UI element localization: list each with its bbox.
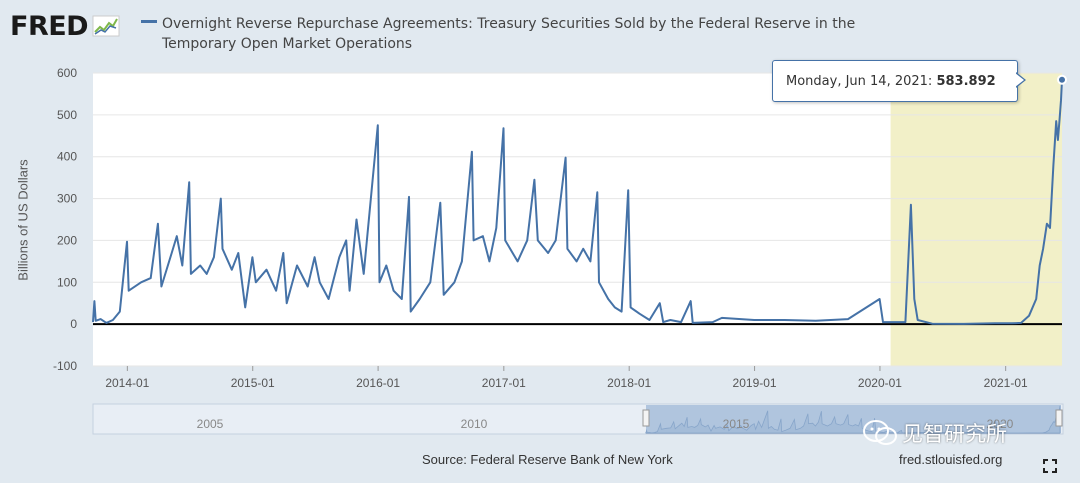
x-tick-label: 2019-01 [733,376,777,390]
x-tick-label: 2020-01 [858,376,902,390]
navigator-year-label: 2005 [197,417,224,431]
fullscreen-icon[interactable] [1043,459,1057,473]
series-legend-swatch [141,20,157,23]
chart-title: Overnight Reverse Repurchase Agreements:… [162,16,856,52]
y-tick-label: 100 [57,275,77,289]
x-tick-label: 2016-01 [356,376,400,390]
site-link[interactable]: fred.stlouisfed.org [899,452,1003,467]
watermark-text: 见智研究所 [902,422,1007,446]
navigator-window[interactable] [646,405,1061,433]
data-tooltip: Monday, Jun 14, 2021: 583.892 [772,60,1018,102]
x-tick-label: 2021-01 [984,376,1028,390]
navigator[interactable]: 2005 2010 2015 2020 [92,403,1064,435]
x-tick-label: 2014-01 [105,376,149,390]
series-line[interactable] [92,79,1063,325]
shaded-region [890,73,1062,366]
source-note: Source: Federal Reserve Bank of New York [422,452,673,467]
y-tick-label: 300 [57,192,77,206]
tooltip-arrow-fill [1015,73,1024,87]
fred-logo[interactable]: FRED [10,10,120,42]
wechat-icon [863,420,897,445]
navigator-left-handle[interactable] [642,409,650,427]
tooltip-value: 583.892 [936,73,996,89]
y-tick-label: 200 [57,233,77,247]
fred-logo-text: FRED [10,10,89,42]
x-tick-label: 2018-01 [607,376,651,390]
navigator-right-handle[interactable] [1055,409,1063,427]
x-tick-label: 2015-01 [231,376,275,390]
y-tick-label: -100 [53,359,77,373]
navigator-year-label: 2015 [723,417,750,431]
tooltip-date: Monday, Jun 14, 2021: [786,73,933,89]
navigator-year-label: 2020 [987,417,1014,431]
y-tick-label: 600 [57,66,77,80]
navigator-year-label: 2010 [461,417,488,431]
watermark: 见智研究所 [862,418,1007,448]
x-tick-label: 2017-01 [482,376,526,390]
y-tick-label: 500 [57,108,77,122]
fred-graph-icon [92,15,120,37]
y-tick-label: 400 [57,150,77,164]
y-tick-label: 0 [70,317,77,331]
hover-point-marker [1057,74,1067,85]
